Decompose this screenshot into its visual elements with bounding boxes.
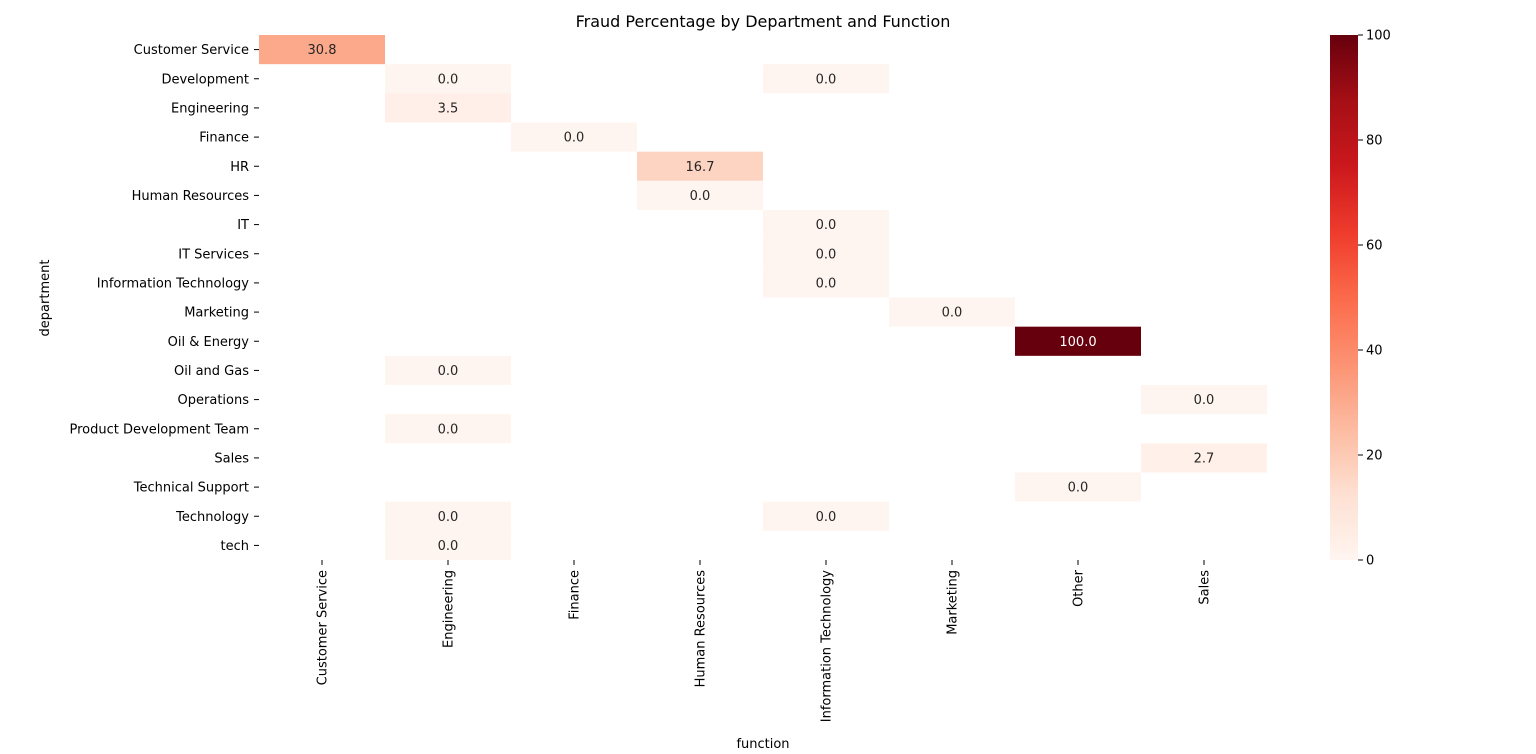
heatmap-cells: 30.8 0.0 0.0 3.5 0.0 16.7 0.0 0.0 0.0 0.0 0.0 100.0… [259,35,1267,560]
heatmap-cell [763,210,889,240]
heatmap-cell [385,414,511,444]
cell-value-label: 0.0 [1194,393,1215,408]
colorbar-tick-label: 20 [1366,449,1383,464]
y-axis-label: department [38,260,53,337]
y-tick-label: IT [237,218,249,233]
cell-value-label: 16.7 [686,160,715,175]
cell-value-label: 2.7 [1194,451,1215,466]
y-tick-label: tech [221,539,249,554]
heatmap-cell [763,268,889,298]
cell-value-label: 0.0 [438,364,459,379]
cell-value-label: 0.0 [438,422,459,437]
cell-value-label: 0.0 [690,189,711,204]
cell-value-label: 100.0 [1059,335,1096,350]
cell-value-label: 0.0 [942,306,963,321]
colorbar: 0 20 40 60 80 100 [1330,29,1391,569]
cell-value-label: 0.0 [438,72,459,87]
heatmap-cell [385,93,511,123]
colorbar-tick-label: 40 [1366,344,1383,359]
heatmap-cell [1141,443,1267,473]
cell-value-label: 0.0 [1068,481,1089,496]
x-tick-label: Customer Service [316,570,331,685]
heatmap-cell [637,180,763,210]
cell-value-label: 0.0 [816,276,837,291]
y-tick-label: Product Development Team [70,422,250,437]
y-tick-label: Customer Service [134,43,249,58]
x-tick-label: Other [1072,569,1087,607]
heatmap-cell [385,355,511,385]
cell-value-label: 3.5 [438,101,459,116]
x-tick-label: Finance [568,570,583,620]
cell-value-label: 0.0 [816,218,837,233]
heatmap-cell [1015,326,1141,356]
x-tick-label: Marketing [946,570,961,635]
cell-value-label: 0.0 [816,247,837,262]
y-tick-label: Information Technology [97,276,250,291]
y-tick-label: IT Services [178,247,249,262]
cell-value-label: 0.0 [816,510,837,525]
x-tick-label: Sales [1198,570,1213,605]
y-axis: Customer Service Development Engineering Fi… [70,43,259,554]
y-tick-label: Oil and Gas [174,364,249,379]
cell-value-label: 0.0 [438,539,459,554]
heatmap-cell [385,501,511,531]
x-tick-label: Human Resources [694,570,709,688]
y-tick-label: HR [230,160,249,175]
heatmap-cell [259,35,385,65]
cell-value-label: 0.0 [816,72,837,87]
y-tick-label: Technical Support [133,481,249,496]
x-axis: Customer Service Engineering Finance Human … [316,560,1213,722]
heatmap-cell [511,122,637,152]
heatmap-cell [763,501,889,531]
y-tick-label: Technology [175,510,249,525]
cell-value-label: 0.0 [564,131,585,146]
heatmap-cell [385,64,511,94]
heatmap-cell [763,64,889,94]
chart-title: Fraud Percentage by Department and Funct… [576,12,951,31]
y-tick-label: Sales [214,451,249,466]
heatmap-cell [1015,472,1141,502]
cell-value-label: 0.0 [438,510,459,525]
colorbar-tick-label: 60 [1366,239,1383,254]
heatmap-cell [1141,385,1267,415]
colorbar-gradient [1330,35,1358,560]
x-tick-label: Information Technology [820,570,835,723]
colorbar-tick-label: 80 [1366,134,1383,149]
colorbar-tick-label: 0 [1366,554,1374,569]
heatmap-cell [889,297,1015,327]
heatmap-cell [385,530,511,560]
heatmap-cell [763,239,889,269]
y-tick-label: Operations [178,393,250,408]
heatmap-cell [637,151,763,181]
x-tick-label: Engineering [442,570,457,648]
y-tick-label: Development [161,72,249,87]
y-tick-label: Oil & Energy [168,335,250,350]
cell-value-label: 30.8 [308,43,337,58]
colorbar-tick-label: 100 [1366,29,1391,44]
y-tick-label: Finance [199,131,249,146]
y-tick-label: Marketing [184,306,249,321]
y-tick-label: Engineering [171,101,249,116]
x-axis-label: function [736,737,789,752]
y-tick-label: Human Resources [132,189,250,204]
